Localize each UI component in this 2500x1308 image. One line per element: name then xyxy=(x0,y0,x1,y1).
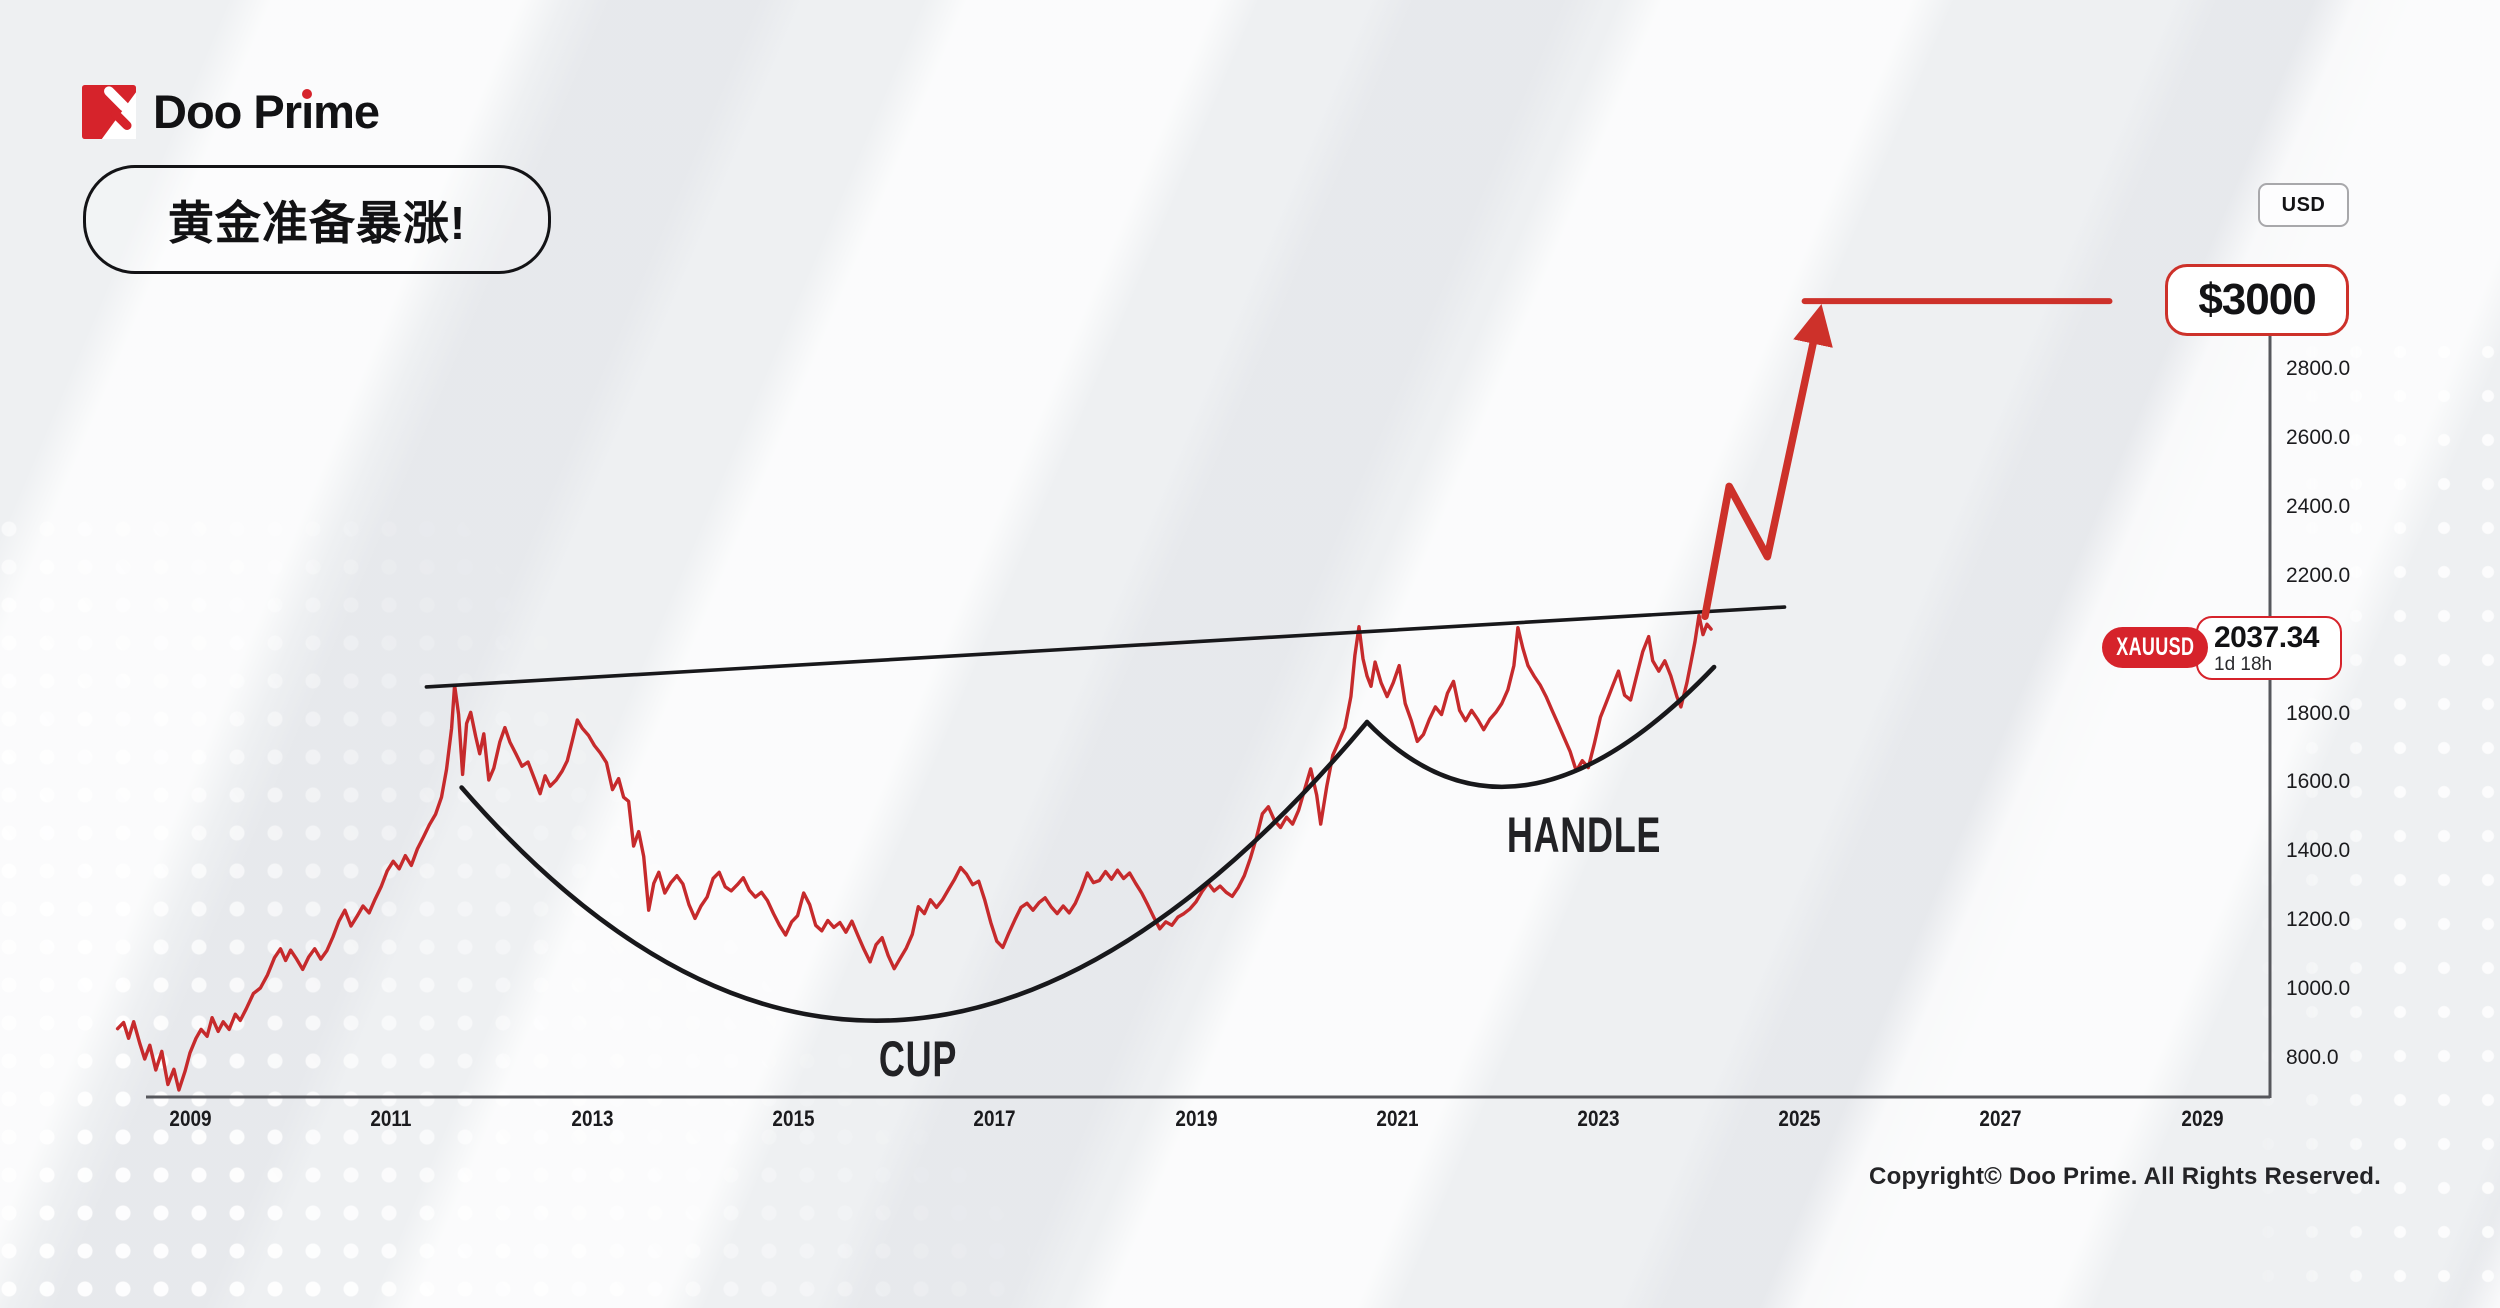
doo-prime-logo-icon xyxy=(82,84,136,139)
x-tick-label: 2021 xyxy=(1376,1106,1419,1131)
y-tick-label: 1400.0 xyxy=(2286,839,2351,863)
x-tick-label: 2017 xyxy=(973,1106,1016,1131)
x-tick-label: 2025 xyxy=(1778,1106,1821,1131)
logo-wordmark: Doo Prı me xyxy=(153,85,380,138)
symbol-label: XAUUSD xyxy=(2115,633,2195,661)
logo-i-dot xyxy=(302,89,313,99)
y-tick-label: 1600.0 xyxy=(2286,770,2351,794)
headline-text: 黄金准备暴涨! xyxy=(167,196,467,249)
last-price-value: 2037.34 xyxy=(2214,621,2319,654)
symbol-badge: XAUUSD xyxy=(2102,627,2208,668)
x-tick-label: 2019 xyxy=(1174,1106,1218,1131)
y-tick-label: 1000.0 xyxy=(2286,977,2351,1001)
currency-label: USD xyxy=(2281,193,2326,216)
cup-curve xyxy=(459,719,1370,1023)
projection-arrow xyxy=(1701,303,1833,621)
resistance-trendline xyxy=(424,605,1787,689)
target-price-label: $3000 xyxy=(2198,275,2316,324)
target-price-chip: $3000 xyxy=(2165,264,2349,336)
headline-pill: 黄金准备暴涨! xyxy=(83,165,551,274)
y-tick-label: 2800.0 xyxy=(2286,357,2351,380)
y-tick-label: 2400.0 xyxy=(2286,494,2351,518)
x-tick-label: 2009 xyxy=(168,1106,212,1131)
x-tick-label: 2029 xyxy=(2180,1106,2224,1131)
x-tick-label: 2015 xyxy=(772,1106,815,1131)
y-tick-label: 1200.0 xyxy=(2286,908,2351,932)
y-tick-label: 1800.0 xyxy=(2286,701,2351,725)
y-tick-label: 2200.0 xyxy=(2286,563,2351,587)
x-tick-label: 2011 xyxy=(370,1106,412,1131)
x-tick-label: 2013 xyxy=(571,1106,614,1131)
cup-label: CUP xyxy=(878,1031,958,1087)
copyright-text: Copyright© Doo Prime. All Rights Reserve… xyxy=(1869,1163,2381,1190)
handle-label: HANDLE xyxy=(1506,807,1662,863)
doo-prime-logo: Doo Prı me xyxy=(82,84,380,139)
handle-curve xyxy=(1364,664,1717,790)
x-tick-label: 2027 xyxy=(1979,1106,2022,1131)
last-price-chip: 2037.34 1d 18h xyxy=(2196,616,2342,680)
x-tick-label: 2023 xyxy=(1577,1106,1620,1131)
candle-countdown: 1d 18h xyxy=(2214,654,2273,675)
currency-chip[interactable]: USD xyxy=(2258,183,2349,227)
y-tick-label: 800.0 xyxy=(2286,1046,2339,1069)
y-tick-label: 2600.0 xyxy=(2286,425,2351,449)
